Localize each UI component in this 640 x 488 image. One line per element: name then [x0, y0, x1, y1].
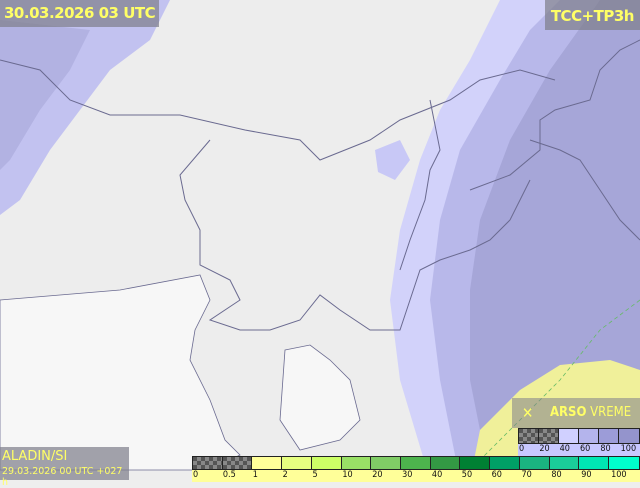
precip-legend-boxes	[192, 456, 640, 470]
precipitation-legend: 0 0.5 1 2 5 10 20 30 40 50 60 70 80 90 100	[192, 456, 640, 482]
precip-legend-color-box	[460, 457, 491, 469]
cloud-area-small	[375, 140, 410, 180]
precip-legend-color-box	[282, 457, 312, 469]
precip-legend-tick-label: 100	[611, 470, 627, 480]
cloud-legend-boxes	[518, 428, 640, 444]
precip-legend-tick-label: 5	[312, 470, 318, 480]
cloud-legend-tick-label: 60	[580, 444, 591, 454]
precip-legend-color-box	[490, 457, 520, 469]
precip-legend-tick-label: 90	[581, 470, 592, 480]
cloud-legend-tick-label: 20	[539, 444, 550, 454]
valid-time-label: 30.03.2026 03 UTC	[0, 0, 160, 27]
cloud-legend-color-box	[558, 429, 579, 443]
precip-legend-labels: 0 0.5 1 2 5 10 20 30 40 50 60 70 80 90 100	[192, 470, 640, 482]
cloud-legend-tick-label: 80	[600, 444, 611, 454]
precip-legend-color-box	[609, 457, 639, 469]
precip-legend-color-box	[519, 457, 550, 469]
precip-legend-tick-label: 0.5	[222, 470, 236, 480]
precip-legend-tick-label: 40	[431, 470, 443, 480]
precip-legend-tick-label: 2	[282, 470, 288, 480]
cloud-cover-legend: 0 20 40 60 80 100	[518, 428, 640, 458]
precip-legend-tick-label: 50	[461, 470, 473, 480]
precip-legend-tick-label: 0	[193, 470, 199, 480]
cloud-area-east-dense	[470, 0, 640, 430]
precip-legend-tick-label: 30	[402, 470, 413, 480]
cloud-legend-color-box	[538, 429, 559, 443]
brand-logo-box: ✕ ARSO VREME	[512, 398, 640, 428]
kvarner-sea	[279, 344, 361, 451]
model-info-box: ALADIN/SI 29.03.2026 00 UTC +027 h	[0, 447, 129, 488]
cloud-legend-tick-label: 100	[620, 444, 637, 454]
precip-legend-tick-label: 60	[491, 470, 502, 480]
precip-legend-color-box	[401, 457, 431, 469]
precip-legend-color-box	[222, 457, 253, 469]
satellite-icon: ✕	[522, 404, 534, 422]
cloud-legend-tick-label: 40	[559, 444, 570, 454]
precip-legend-color-box	[252, 457, 283, 469]
cloud-legend-color-box	[618, 429, 639, 443]
brand-bold: ARSO	[550, 405, 587, 420]
precip-legend-tick-label: 10	[342, 470, 353, 480]
cloud-legend-tick-label: 0	[519, 444, 525, 454]
cloud-legend-labels: 0 20 40 60 80 100	[518, 444, 640, 458]
brand-name: ARSO VREME	[550, 405, 631, 420]
cloud-legend-color-box	[578, 429, 599, 443]
cloud-area-northwest-dense	[0, 20, 90, 170]
precip-legend-color-box	[430, 457, 461, 469]
precip-legend-color-box	[549, 457, 580, 469]
country-borders	[0, 39, 640, 331]
precip-legend-color-box	[579, 457, 610, 469]
model-name: ALADIN/SI	[2, 449, 68, 464]
precip-contour	[479, 299, 640, 461]
precip-legend-color-box	[371, 457, 402, 469]
precip-legend-tick-label: 20	[372, 470, 383, 480]
brand-rest: VREME	[586, 405, 632, 420]
precip-legend-tick-label: 70	[521, 470, 532, 480]
precip-legend-tick-label: 1	[252, 470, 258, 480]
cloud-legend-color-box	[519, 429, 539, 443]
precip-legend-color-box	[311, 457, 342, 469]
adriatic-sea	[0, 274, 241, 471]
cloud-legend-color-box	[598, 429, 619, 443]
product-label: TCC+TP3h	[544, 0, 640, 30]
precip-legend-color-box	[341, 457, 372, 469]
model-run-time: 29.03.2026 00 UTC +027 h	[2, 466, 123, 488]
precip-legend-color-box	[193, 457, 223, 469]
precip-legend-tick-label: 80	[551, 470, 562, 480]
